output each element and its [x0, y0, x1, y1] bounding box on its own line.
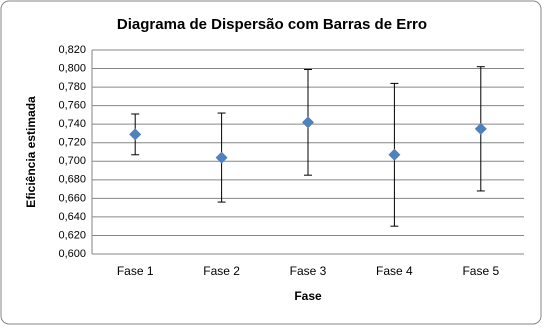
x-tick-label: Fase 5 — [462, 264, 499, 278]
y-tick-label: 0,720 — [58, 137, 86, 149]
y-tick-label: 0,640 — [58, 211, 86, 223]
y-tick-label: 0,820 — [58, 44, 86, 56]
y-tick-label: 0,620 — [58, 229, 86, 241]
point — [129, 128, 142, 141]
y-axis-label: Eficiência estimada — [24, 96, 38, 208]
y-tick-label: 0,760 — [58, 100, 86, 112]
y-tick-label: 0,740 — [58, 118, 86, 130]
chart-frame — [0, 0, 542, 325]
y-tick-label: 0,680 — [58, 174, 86, 186]
x-tick-label: Fase 1 — [117, 264, 154, 278]
point — [302, 116, 314, 129]
point — [388, 148, 401, 161]
point — [215, 151, 228, 164]
point — [474, 122, 487, 135]
x-tick-label: Fase 4 — [376, 264, 413, 278]
x-tick-label: Fase 3 — [290, 264, 327, 278]
y-tick-label: 0,800 — [58, 62, 86, 74]
y-tick-label: 0,600 — [58, 248, 86, 260]
x-axis-label: Fase — [294, 289, 322, 303]
y-tick-label: 0,660 — [58, 192, 86, 204]
y-tick-label: 0,700 — [58, 155, 86, 167]
chart-title: Diagrama de Dispersão com Barras de Erro — [117, 16, 427, 33]
y-tick-label: 0,780 — [58, 81, 86, 93]
x-tick-label: Fase 2 — [203, 264, 240, 278]
